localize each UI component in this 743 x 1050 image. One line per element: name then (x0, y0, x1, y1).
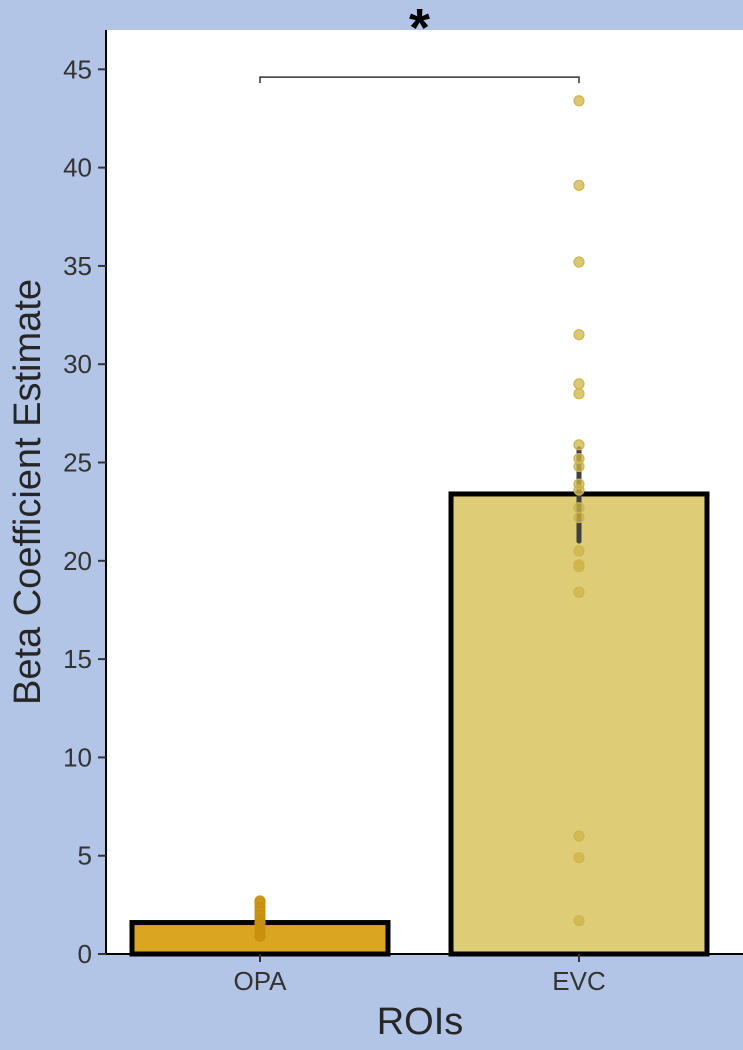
y-tick-label: 20 (63, 546, 92, 576)
y-ticks-layer: 0 5 10 15 20 25 30 35 40 45 (63, 54, 106, 969)
point-evc (573, 545, 585, 557)
point-opa (254, 895, 266, 907)
significance-bracket (259, 76, 580, 84)
significance-layer: * (259, 0, 580, 84)
point-evc (573, 452, 585, 465)
point-evc (573, 95, 585, 107)
point-evc (573, 511, 585, 524)
y-tick-label: 25 (63, 448, 92, 478)
point-evc (573, 378, 585, 390)
y-axis-label: Beta Coefficient Estimate (7, 279, 49, 705)
y-tick-label: 15 (63, 644, 92, 674)
point-evc (573, 388, 585, 400)
x-axis-label: ROIs (377, 1001, 464, 1043)
point-evc (573, 559, 585, 571)
y-tick-label: 0 (78, 939, 92, 969)
significance-label: * (409, 0, 430, 58)
point-evc (573, 329, 585, 341)
point-evc (573, 179, 585, 191)
y-tick-label: 5 (78, 841, 92, 871)
point-evc (573, 256, 585, 268)
point-evc (573, 502, 585, 514)
y-tick-label: 45 (63, 54, 92, 84)
point-evc (573, 914, 585, 927)
points-layer (254, 95, 585, 942)
x-ticks-layer: OPA EVC (234, 954, 606, 996)
point-evc (573, 439, 585, 451)
point-evc (573, 586, 585, 598)
y-tick-label: 30 (63, 349, 92, 379)
y-tick-label: 10 (63, 742, 92, 772)
y-tick-label: 35 (63, 251, 92, 281)
point-evc (573, 830, 585, 842)
point-evc (573, 852, 585, 864)
y-tick-label: 40 (63, 153, 92, 183)
axes-layer (105, 30, 743, 955)
point-evc (573, 478, 585, 490)
x-tick-label: OPA (234, 966, 288, 996)
x-tick-label: EVC (552, 966, 605, 996)
